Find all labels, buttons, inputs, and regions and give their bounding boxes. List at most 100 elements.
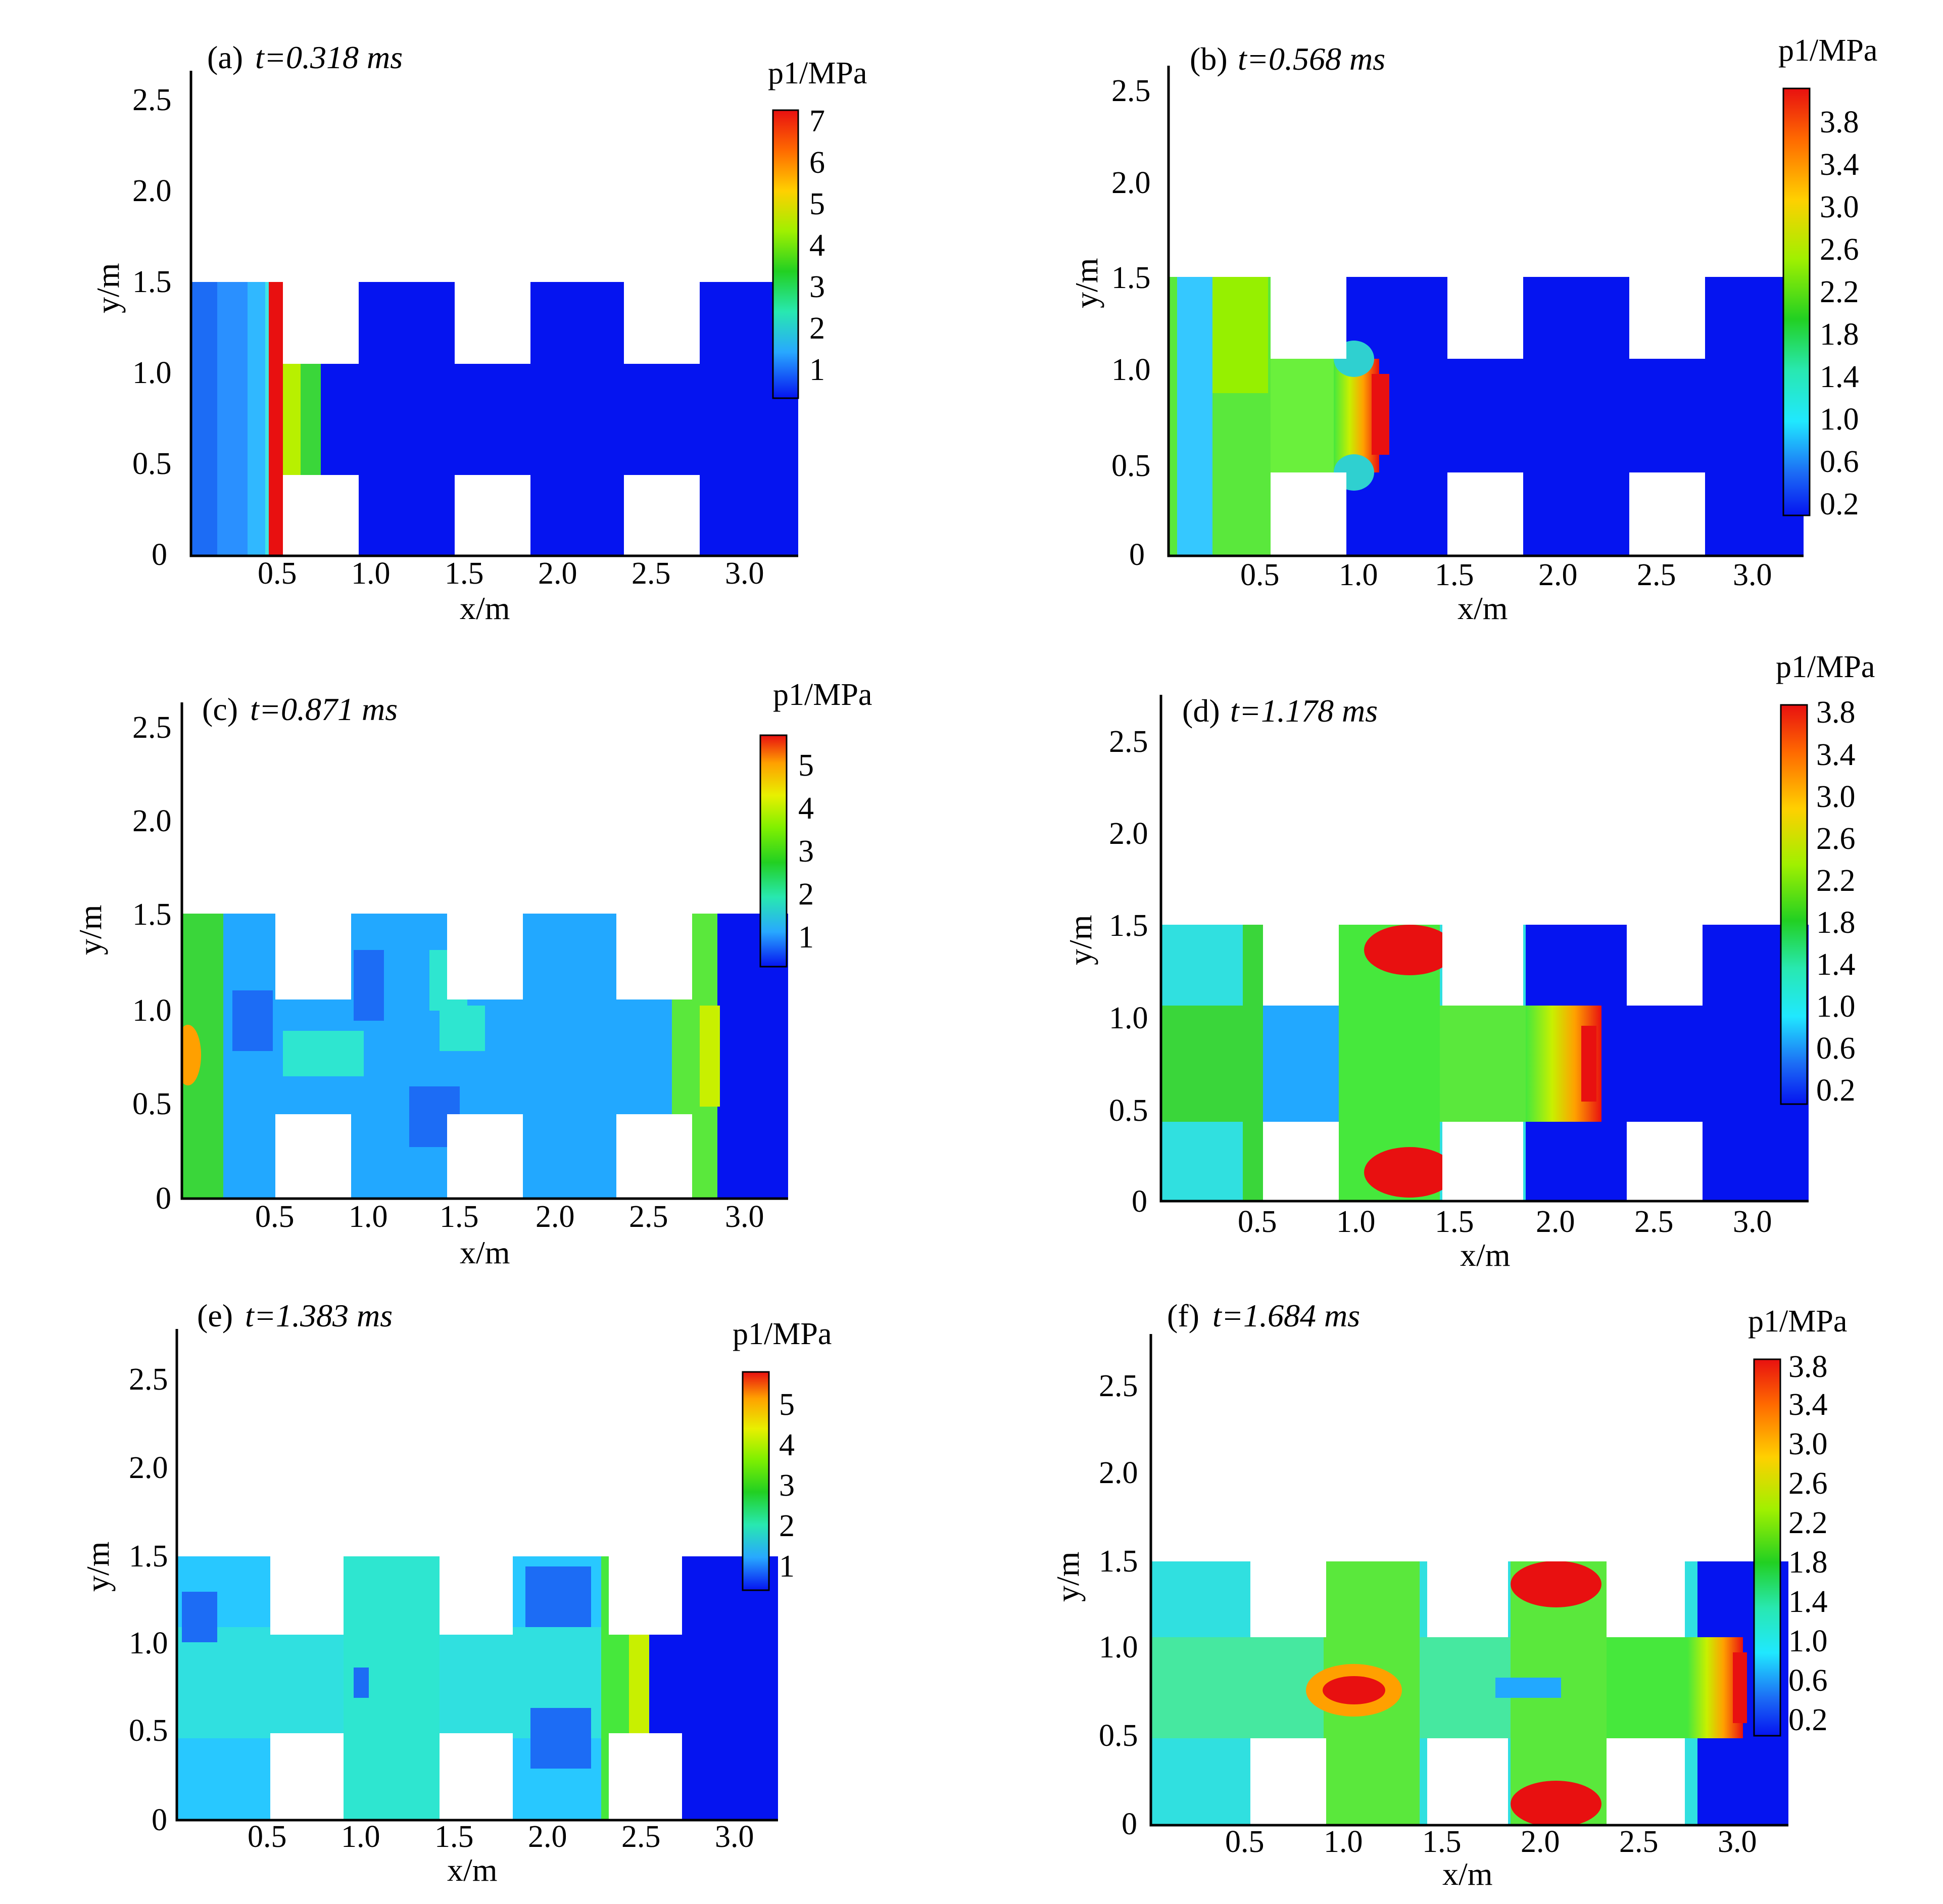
ytick: 0.5 bbox=[1111, 449, 1151, 483]
colorbar-tick: 3.0 bbox=[1820, 190, 1859, 224]
colorbar-tick: 3.4 bbox=[1816, 738, 1856, 772]
ytick: 0 bbox=[1132, 1184, 1147, 1219]
walls-d bbox=[1263, 925, 1703, 1200]
panel-letter-d: (d) bbox=[1182, 693, 1220, 729]
ytick: 2.0 bbox=[132, 804, 172, 838]
ytick: 0 bbox=[156, 1181, 171, 1216]
colorbar-d: p1/MPa 3.8 3.4 3.0 2.6 2.2 1.8 1.4 1.0 0… bbox=[1776, 650, 1875, 1108]
colorbar-tick: 1.0 bbox=[1820, 402, 1859, 437]
colorbar-title-e: p1/MPa bbox=[733, 1317, 832, 1351]
panel-b: 0 0.5 1.0 1.5 2.0 2.5 0.5 1.0 1.5 2.0 2.… bbox=[1068, 33, 1877, 626]
xtick: 0.5 bbox=[258, 556, 297, 591]
yticks-a: 0 0.5 1.0 1.5 2.0 2.5 bbox=[132, 83, 172, 572]
axes-e bbox=[175, 1329, 778, 1822]
walls-c bbox=[275, 914, 692, 1198]
ytick: 1.0 bbox=[1099, 1630, 1138, 1664]
xtick: 2.0 bbox=[536, 1200, 575, 1234]
colorbar-tick: 3.0 bbox=[1816, 780, 1856, 814]
colorbar-tick: 7 bbox=[809, 104, 825, 138]
walls-a bbox=[283, 282, 700, 555]
colorbar-tick: 2.2 bbox=[1816, 864, 1856, 898]
colorbar-tick: 3 bbox=[779, 1468, 795, 1503]
colorbar-a: p1/MPa 7 6 5 4 3 2 1 bbox=[768, 56, 867, 399]
walls-b bbox=[1271, 277, 1705, 555]
xtick: 3.0 bbox=[725, 556, 764, 591]
ytick: 0.5 bbox=[1099, 1719, 1138, 1753]
colorbar-tick: 3.0 bbox=[1788, 1427, 1828, 1461]
colorbar-tick: 5 bbox=[809, 187, 825, 221]
xtick: 2.5 bbox=[1619, 1825, 1659, 1859]
xtick: 0.5 bbox=[1225, 1825, 1265, 1859]
xlabel-c: x/m bbox=[460, 1234, 510, 1270]
ylabel-b: y/m bbox=[1068, 258, 1104, 308]
yticks-f: 0 0.5 1.0 1.5 2.0 2.5 bbox=[1099, 1369, 1138, 1841]
xtick: 2.5 bbox=[621, 1820, 661, 1854]
panel-time-d: t=1.178 ms bbox=[1230, 693, 1378, 729]
colorbar-tick: 0.6 bbox=[1820, 445, 1859, 479]
colorbar-tick: 1.0 bbox=[1788, 1624, 1828, 1658]
ytick: 1.5 bbox=[1109, 909, 1148, 943]
colorbar-tick: 1.8 bbox=[1816, 906, 1856, 940]
ytick: 0 bbox=[152, 538, 167, 572]
colorbar-tick: 1.4 bbox=[1820, 360, 1859, 394]
panel-a: 0 0.5 1.0 1.5 2.0 2.5 0.5 1.0 1.5 2.0 2.… bbox=[90, 39, 867, 626]
yticks-e: 0 0.5 1.0 1.5 2.0 2.5 bbox=[129, 1362, 168, 1837]
ytick: 2.5 bbox=[1109, 725, 1148, 759]
xtick: 1.0 bbox=[341, 1820, 380, 1854]
ytick: 2.0 bbox=[1109, 817, 1148, 851]
xtick: 0.5 bbox=[1240, 558, 1280, 592]
colorbar-tick: 4 bbox=[809, 228, 825, 263]
xtick: 3.0 bbox=[1733, 1205, 1772, 1239]
xtick: 1.5 bbox=[1422, 1825, 1462, 1859]
ytick: 1.0 bbox=[1111, 353, 1151, 387]
ylabel-a: y/m bbox=[90, 263, 126, 313]
ytick: 0.5 bbox=[1109, 1093, 1148, 1128]
colorbar-tick: 1.0 bbox=[1816, 989, 1856, 1024]
xtick: 3.0 bbox=[1733, 558, 1772, 592]
ytick: 2.5 bbox=[129, 1362, 168, 1397]
ytick: 1.5 bbox=[132, 897, 172, 932]
xlabel-d: x/m bbox=[1460, 1237, 1511, 1273]
colorbar-tick: 2 bbox=[809, 311, 825, 346]
colorbar-c: p1/MPa 5 4 3 2 1 bbox=[759, 678, 872, 968]
ytick: 0 bbox=[1129, 538, 1145, 572]
panel-time-c: t=0.871 ms bbox=[250, 691, 398, 727]
colorbar-title-d: p1/MPa bbox=[1776, 650, 1875, 684]
axes-c bbox=[180, 702, 788, 1200]
colorbar-tick: 0.2 bbox=[1816, 1073, 1856, 1108]
ytick: 1.0 bbox=[132, 993, 172, 1028]
xtick: 0.5 bbox=[255, 1200, 295, 1234]
colorbar-e: p1/MPa 5 4 3 2 1 bbox=[733, 1317, 832, 1591]
xtick: 1.0 bbox=[349, 1200, 388, 1234]
xlabel-e: x/m bbox=[447, 1852, 498, 1888]
panel-e: 0 0.5 1.0 1.5 2.0 2.5 0.5 1.0 1.5 2.0 2.… bbox=[80, 1298, 832, 1888]
xticks-d: 0.5 1.0 1.5 2.0 2.5 3.0 bbox=[1238, 1205, 1772, 1239]
colorbar-tick: 3 bbox=[798, 834, 814, 869]
xtick: 1.5 bbox=[1435, 558, 1474, 592]
xtick: 1.5 bbox=[445, 556, 484, 591]
ytick: 1.0 bbox=[132, 356, 172, 390]
xtick: 1.5 bbox=[1435, 1205, 1474, 1239]
colorbar-tick: 1.8 bbox=[1820, 317, 1859, 352]
ytick: 1.0 bbox=[129, 1626, 168, 1660]
xtick: 2.0 bbox=[1538, 558, 1578, 592]
colorbar-tick: 0.2 bbox=[1820, 487, 1859, 521]
colorbar-tick: 2.6 bbox=[1788, 1466, 1828, 1501]
xticks-a: 0.5 1.0 1.5 2.0 2.5 3.0 bbox=[258, 556, 764, 591]
colorbar-tick: 2.2 bbox=[1788, 1506, 1828, 1540]
walls-f bbox=[1250, 1561, 1685, 1824]
axes-b bbox=[1167, 66, 1804, 557]
colorbar-tick: 4 bbox=[779, 1428, 795, 1462]
panel-time-a: t=0.318 ms bbox=[255, 39, 403, 75]
colorbar-tick: 4 bbox=[798, 791, 814, 826]
ytick: 1.5 bbox=[1099, 1544, 1138, 1579]
yticks-c: 0 0.5 1.0 1.5 2.0 2.5 bbox=[132, 710, 172, 1216]
xtick: 1.5 bbox=[440, 1200, 479, 1234]
axes-f bbox=[1149, 1334, 1788, 1827]
colorbar-tick: 3.8 bbox=[1820, 105, 1859, 139]
xtick: 1.0 bbox=[1336, 1205, 1376, 1239]
walls-e bbox=[270, 1556, 682, 1819]
xtick: 1.0 bbox=[351, 556, 391, 591]
colorbar-tick: 1 bbox=[798, 920, 814, 955]
